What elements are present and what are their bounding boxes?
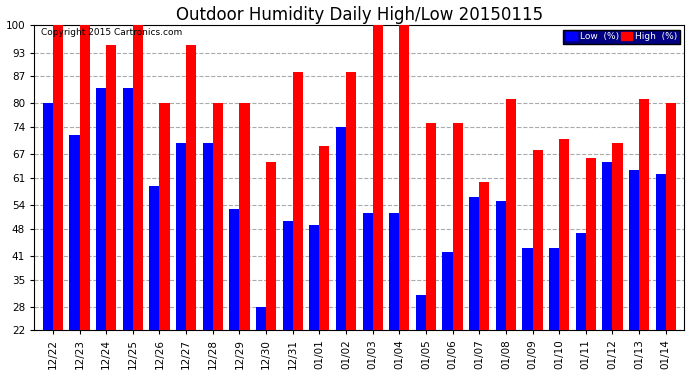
Bar [96,88,106,330]
Bar [639,99,649,330]
Bar [442,252,453,330]
Bar [346,72,356,330]
Bar [426,123,436,330]
Bar [389,213,400,330]
Bar [416,295,426,330]
Bar [43,104,53,330]
Bar [613,142,622,330]
Bar [336,127,346,330]
Bar [506,99,516,330]
Bar [293,72,303,330]
Bar [319,147,330,330]
Bar [176,142,186,330]
Bar [70,135,79,330]
Bar [106,45,117,330]
Bar [533,150,542,330]
Text: Copyright 2015 Cartronics.com: Copyright 2015 Cartronics.com [41,28,182,37]
Bar [79,25,90,330]
Bar [400,25,409,330]
Bar [256,307,266,330]
Bar [522,248,533,330]
Bar [283,221,293,330]
Bar [239,104,250,330]
Title: Outdoor Humidity Daily High/Low 20150115: Outdoor Humidity Daily High/Low 20150115 [176,6,543,24]
Bar [213,104,223,330]
Bar [666,104,676,330]
Bar [186,45,196,330]
Bar [602,162,613,330]
Bar [453,123,463,330]
Bar [559,139,569,330]
Bar [229,209,239,330]
Bar [203,142,213,330]
Bar [362,213,373,330]
Bar [629,170,639,330]
Bar [266,162,276,330]
Legend: Low  (%), High  (%): Low (%), High (%) [563,30,680,44]
Bar [575,232,586,330]
Bar [149,186,159,330]
Bar [132,25,143,330]
Bar [586,158,596,330]
Bar [480,182,489,330]
Bar [53,25,63,330]
Bar [159,104,170,330]
Bar [656,174,666,330]
Bar [469,197,480,330]
Bar [123,88,132,330]
Bar [496,201,506,330]
Bar [309,225,319,330]
Bar [373,25,383,330]
Bar [549,248,559,330]
